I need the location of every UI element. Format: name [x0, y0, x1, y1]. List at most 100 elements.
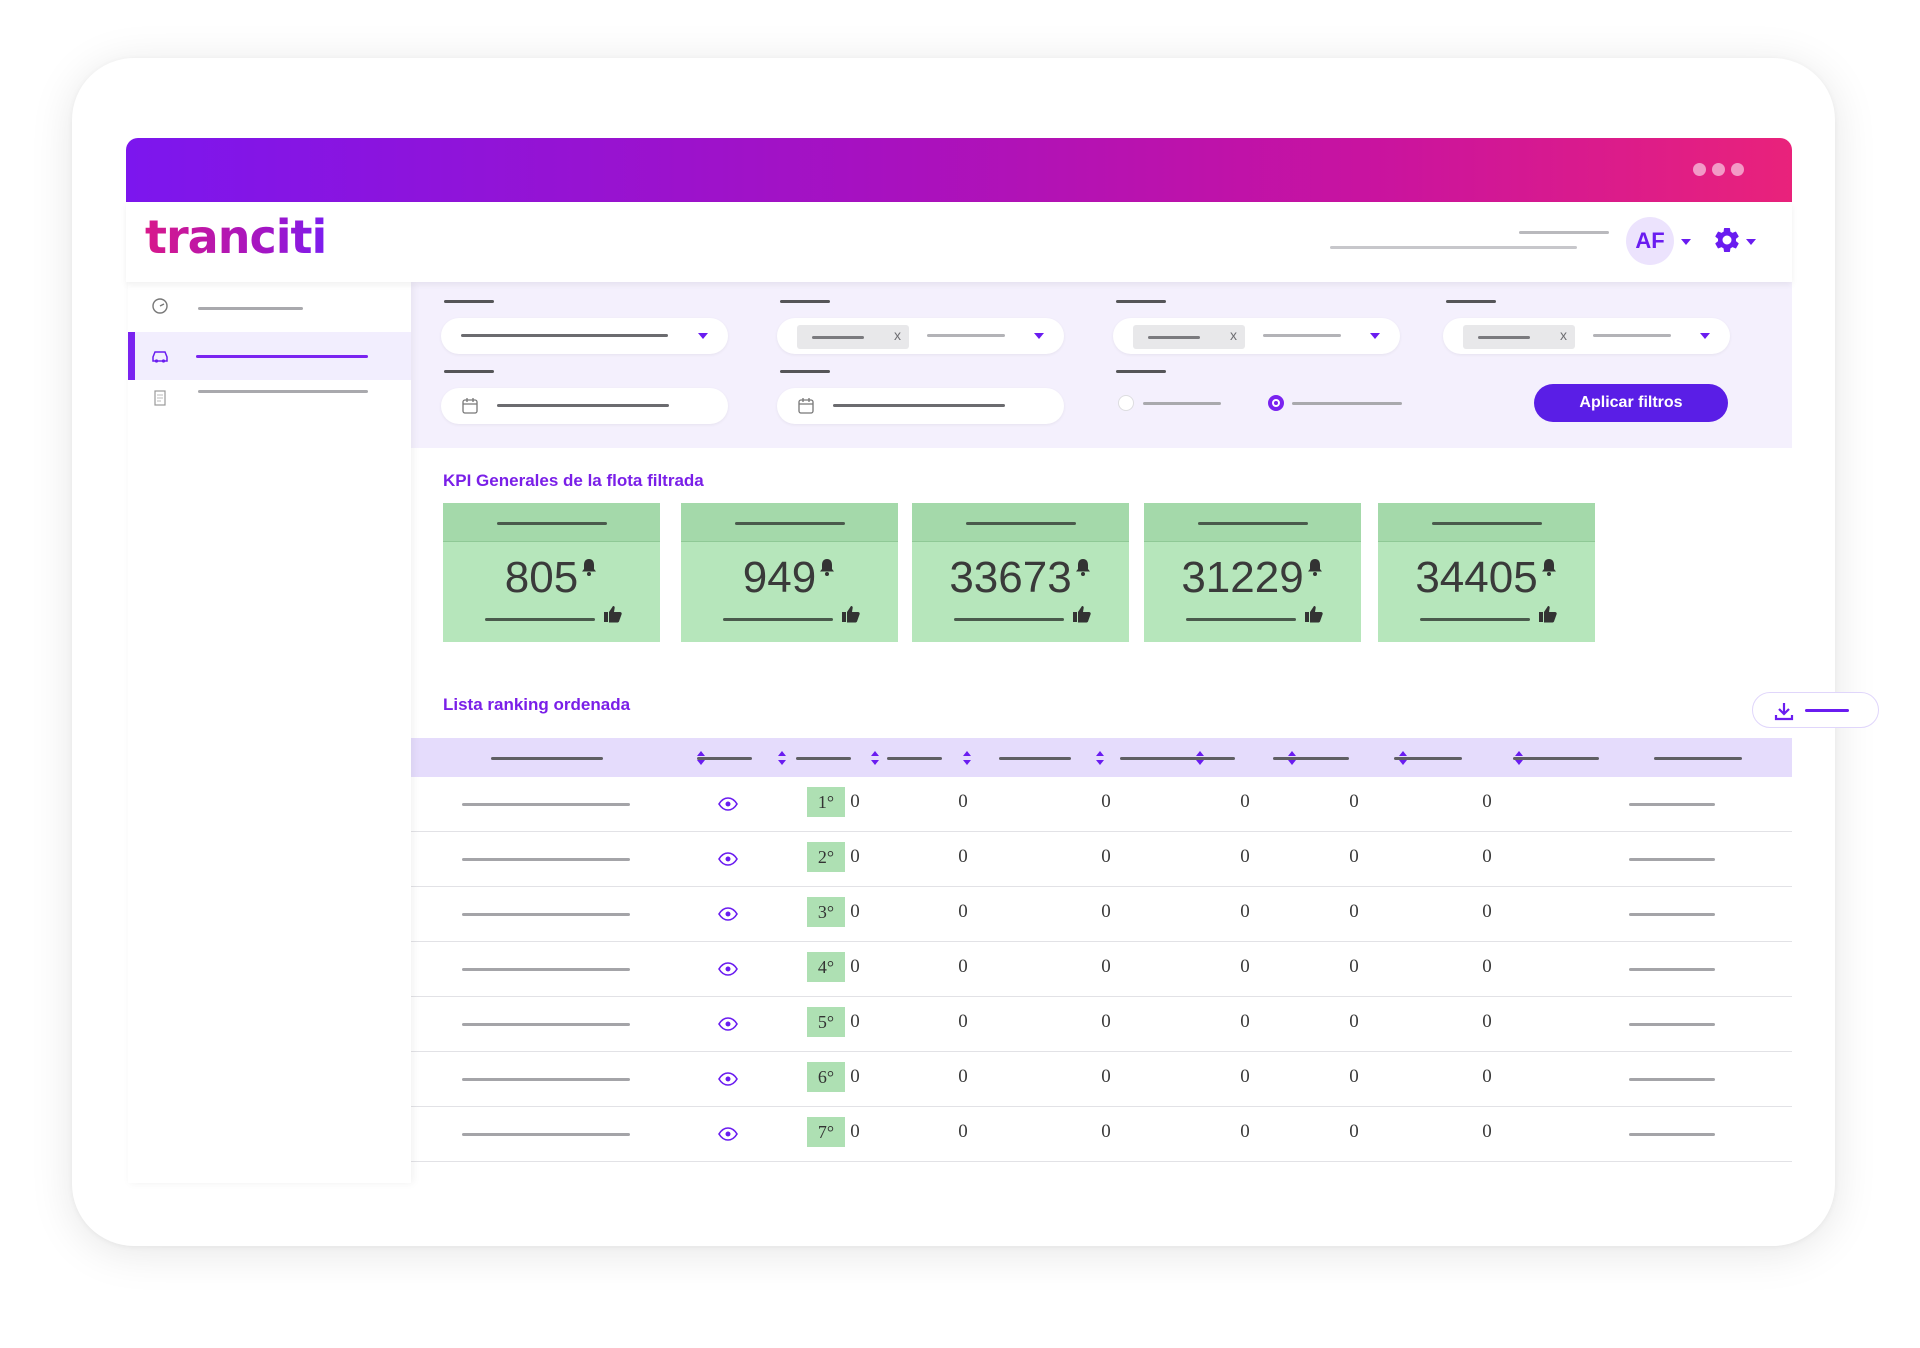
kpi-card-header	[912, 503, 1129, 542]
table-cell: 0	[850, 1066, 860, 1087]
table-cell: 0	[1482, 791, 1492, 812]
user-avatar[interactable]: AF	[1626, 217, 1674, 265]
chip-remove-icon[interactable]: x	[1560, 327, 1567, 343]
bell-icon[interactable]	[1540, 557, 1558, 577]
kpi-card-header	[443, 503, 660, 542]
table-cell: 0	[1349, 791, 1359, 812]
date-start-field[interactable]	[441, 388, 728, 424]
eye-icon[interactable]	[718, 906, 738, 922]
chevron-down-icon	[1034, 333, 1044, 339]
header-user-role-placeholder	[1330, 246, 1577, 249]
column-header[interactable]	[1394, 757, 1462, 760]
eye-icon[interactable]	[718, 961, 738, 977]
table-row: 3° 0 0 0 0 0 0	[411, 887, 1792, 942]
sort-icon[interactable]	[1195, 750, 1205, 766]
sort-icon[interactable]	[870, 750, 880, 766]
sort-icon[interactable]	[696, 750, 706, 766]
kpi-caption	[1186, 618, 1296, 621]
filter-label	[444, 370, 494, 373]
radio-option-1[interactable]	[1118, 395, 1134, 411]
column-header[interactable]	[1513, 757, 1599, 760]
sort-icon[interactable]	[962, 750, 972, 766]
table-cell: 0	[958, 956, 968, 977]
settings-chevron-down-icon[interactable]	[1746, 239, 1756, 245]
sort-icon[interactable]	[1095, 750, 1105, 766]
table-cell: 0	[1240, 1066, 1250, 1087]
eye-icon[interactable]	[718, 851, 738, 867]
filter-chip: x	[1133, 325, 1245, 349]
eye-icon[interactable]	[718, 1126, 738, 1142]
apply-filters-button[interactable]: Aplicar filtros	[1534, 384, 1728, 422]
sort-icon[interactable]	[777, 750, 787, 766]
chip-remove-icon[interactable]: x	[1230, 327, 1237, 343]
bell-icon[interactable]	[1074, 557, 1092, 577]
table-cell: 0	[850, 901, 860, 922]
table-cell: 0	[1240, 1121, 1250, 1142]
table-cell: 0	[850, 791, 860, 812]
sort-icon[interactable]	[1514, 750, 1524, 766]
calendar-icon	[798, 398, 814, 414]
date-end-field[interactable]	[777, 388, 1064, 424]
rank-badge: 3°	[807, 897, 845, 927]
table-cell: 0	[1482, 956, 1492, 977]
table-cell: 0	[1101, 901, 1111, 922]
sidebar-item-vehicles[interactable]	[128, 332, 411, 380]
eye-icon[interactable]	[718, 796, 738, 812]
calendar-icon	[462, 398, 478, 414]
filter-label	[1116, 300, 1166, 303]
thumbs-up-icon[interactable]	[1304, 605, 1324, 623]
kpi-caption	[485, 618, 595, 621]
filter-select-4[interactable]: x	[1443, 318, 1730, 354]
sidebar-item-label	[198, 390, 368, 393]
sort-icon[interactable]	[1287, 750, 1297, 766]
row-extra-placeholder	[1629, 858, 1715, 861]
eye-icon[interactable]	[718, 1016, 738, 1032]
thumbs-up-icon[interactable]	[1538, 605, 1558, 623]
window-menu-dots-icon[interactable]	[1693, 163, 1744, 176]
kpi-card: 805	[443, 503, 660, 642]
column-header[interactable]	[697, 757, 752, 760]
bell-icon[interactable]	[818, 557, 836, 577]
column-header[interactable]	[1654, 757, 1742, 760]
radio-option-2[interactable]	[1268, 395, 1284, 411]
radio-option-label	[1143, 402, 1221, 405]
row-extra-placeholder	[1629, 1078, 1715, 1081]
table-cell: 0	[1101, 846, 1111, 867]
chevron-down-icon	[698, 333, 708, 339]
chip-remove-icon[interactable]: x	[894, 327, 901, 343]
table-cell: 0	[1349, 1066, 1359, 1087]
avatar-chevron-down-icon[interactable]	[1681, 239, 1691, 245]
kpi-value: 805	[443, 553, 660, 603]
header-user-name-placeholder	[1519, 231, 1609, 234]
sidebar-item-dashboard[interactable]	[128, 282, 411, 330]
column-header[interactable]	[1273, 757, 1349, 760]
thumbs-up-icon[interactable]	[603, 605, 623, 623]
table-cell: 0	[958, 1011, 968, 1032]
thumbs-up-icon[interactable]	[841, 605, 861, 623]
table-cell: 0	[1101, 1011, 1111, 1032]
kpi-value: 949	[681, 553, 898, 603]
filter-select-2[interactable]: x	[777, 318, 1064, 354]
sidebar-item-reports[interactable]	[128, 374, 411, 422]
column-header[interactable]	[796, 757, 851, 760]
sidebar-item-label	[196, 355, 368, 358]
bell-icon[interactable]	[580, 557, 598, 577]
filter-select-3[interactable]: x	[1113, 318, 1400, 354]
thumbs-up-icon[interactable]	[1072, 605, 1092, 623]
kpi-caption	[1420, 618, 1530, 621]
bell-icon[interactable]	[1306, 557, 1324, 577]
sort-icon[interactable]	[1398, 750, 1408, 766]
rank-badge: 5°	[807, 1007, 845, 1037]
table-row: 5° 0 0 0 0 0 0	[411, 997, 1792, 1052]
download-button[interactable]	[1752, 692, 1879, 728]
column-header[interactable]	[1120, 757, 1235, 760]
speedometer-icon	[152, 298, 168, 314]
column-header[interactable]	[999, 757, 1071, 760]
eye-icon[interactable]	[718, 1071, 738, 1087]
gear-icon[interactable]	[1712, 225, 1742, 255]
table-row: 6° 0 0 0 0 0 0	[411, 1052, 1792, 1107]
app-window: tranciti AF	[126, 138, 1879, 1183]
table-cell: 0	[1240, 846, 1250, 867]
column-header[interactable]	[887, 757, 942, 760]
filter-select-1[interactable]	[441, 318, 728, 354]
